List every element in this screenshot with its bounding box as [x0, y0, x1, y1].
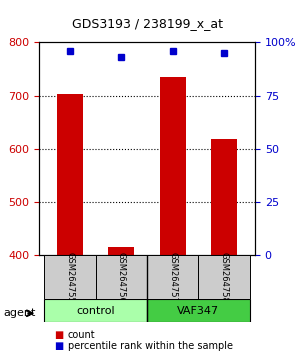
FancyBboxPatch shape	[147, 255, 198, 299]
Bar	[211, 139, 237, 255]
Text: count: count	[68, 330, 95, 339]
Text: control: control	[76, 306, 115, 316]
Text: GSM264758: GSM264758	[220, 252, 229, 302]
Text: ■: ■	[54, 330, 63, 339]
FancyBboxPatch shape	[44, 255, 96, 299]
Text: VAF347: VAF347	[177, 306, 220, 316]
FancyBboxPatch shape	[96, 255, 147, 299]
Text: GSM264757: GSM264757	[168, 252, 177, 302]
Bar	[160, 77, 186, 255]
FancyBboxPatch shape	[44, 299, 147, 322]
Text: agent: agent	[3, 308, 35, 318]
Text: percentile rank within the sample: percentile rank within the sample	[68, 341, 232, 351]
FancyBboxPatch shape	[147, 299, 250, 322]
Bar	[57, 94, 83, 255]
Bar	[108, 247, 134, 255]
Text: GDS3193 / 238199_x_at: GDS3193 / 238199_x_at	[71, 17, 223, 30]
Text: GSM264755: GSM264755	[65, 252, 74, 302]
Text: ■: ■	[54, 341, 63, 351]
Text: GSM264756: GSM264756	[117, 252, 126, 302]
FancyBboxPatch shape	[198, 255, 250, 299]
